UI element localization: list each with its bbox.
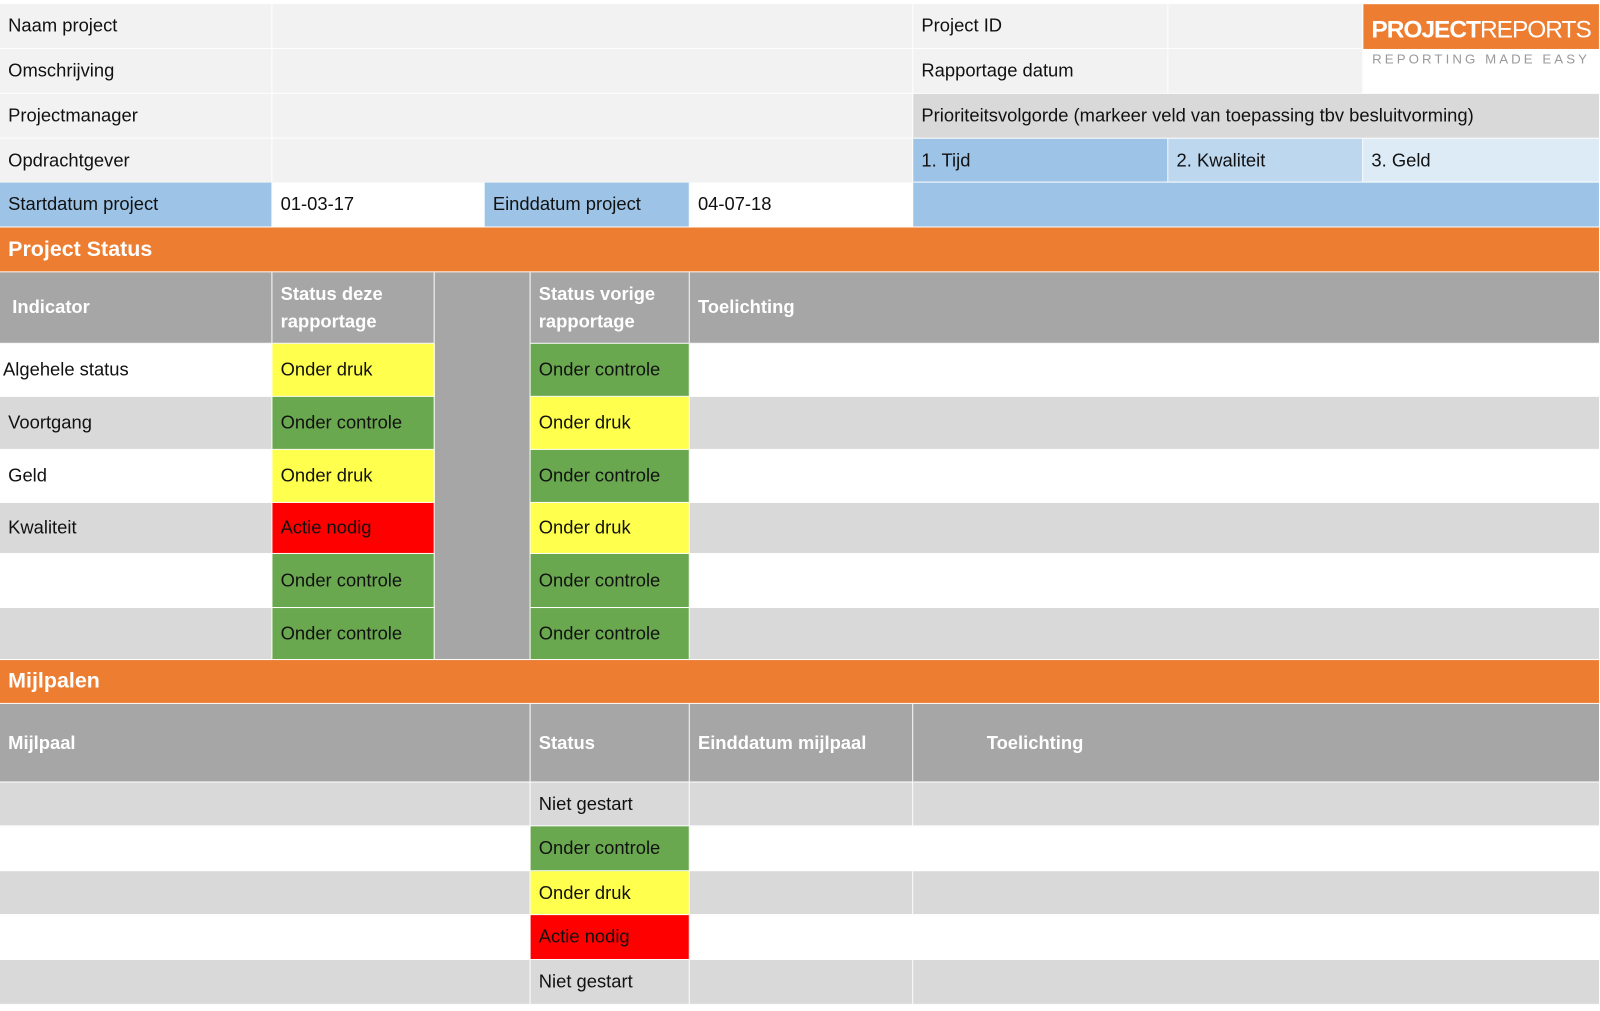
- field-label: Project ID: [913, 4, 1169, 49]
- indicator: Algehele status: [0, 343, 273, 397]
- explanation: [689, 553, 1600, 609]
- indicator: [0, 553, 273, 609]
- status-current: Actie nodig: [272, 502, 435, 554]
- explanation: [689, 608, 1600, 661]
- priority-option: 1. Tijd: [913, 138, 1169, 183]
- explanation: [689, 449, 1600, 503]
- logo: PROJECT REPORTS REPORTING MADE EASY: [1363, 4, 1600, 94]
- logo-light: REPORTS: [1479, 16, 1592, 44]
- indicator: Voortgang: [0, 396, 273, 450]
- logo-tagline: REPORTING MADE EASY: [1372, 51, 1591, 67]
- column-header: Mijlpaal: [0, 703, 531, 783]
- column-header: Toelichting: [913, 703, 1600, 783]
- explanation: [689, 343, 1600, 397]
- start-date: 01-03-17: [272, 182, 485, 228]
- status-current: Onder controle: [272, 553, 435, 609]
- column-header: Status deze rapportage: [272, 272, 435, 344]
- field-label: Omschrijving: [0, 48, 273, 94]
- milestone-date: [689, 915, 914, 961]
- column-header: Status vorige rapportage: [530, 272, 690, 344]
- row-edge: [0, 1004, 1600, 1011]
- milestone-date: [689, 960, 914, 1005]
- milestone-explanation: [913, 915, 1600, 961]
- indicator: Geld: [0, 449, 273, 503]
- milestone: [0, 782, 531, 827]
- field-value: [1168, 4, 1364, 49]
- field-value: [272, 4, 914, 49]
- field-label: Projectmanager: [0, 93, 273, 139]
- milestone: [0, 915, 531, 961]
- field-value: [1168, 48, 1364, 94]
- logo-band: PROJECT REPORTS: [1363, 4, 1599, 49]
- milestone: [0, 826, 531, 872]
- spacer-column: [434, 272, 531, 661]
- priority-option: 3. Geld: [1363, 138, 1600, 183]
- field-value: [272, 138, 914, 184]
- milestone-status: Niet gestart: [530, 960, 690, 1005]
- milestone: [0, 960, 531, 1005]
- field-value: [272, 48, 914, 94]
- milestone-status: Onder controle: [530, 826, 690, 872]
- start-label: Startdatum project: [0, 182, 273, 228]
- field-label: Rapportage datum: [913, 48, 1169, 94]
- column-header: Einddatum mijlpaal: [689, 703, 914, 783]
- field-value: [272, 93, 914, 139]
- milestone-explanation: [913, 871, 1600, 916]
- explanation: [689, 396, 1600, 450]
- milestone-date: [689, 871, 914, 916]
- status-previous: Onder druk: [530, 502, 690, 554]
- indicator: Kwaliteit: [0, 502, 273, 554]
- milestone-explanation: [913, 826, 1600, 872]
- section-title: Project Status: [0, 227, 1600, 273]
- status-previous: Onder controle: [530, 608, 690, 661]
- field-label: Naam project: [0, 4, 273, 49]
- column-header: Indicator: [0, 272, 273, 344]
- blue-band: [913, 182, 1600, 228]
- end-label: Einddatum project: [484, 182, 690, 228]
- logo-bold: PROJECT: [1371, 16, 1481, 44]
- milestone-date: [689, 826, 914, 872]
- status-current: Onder druk: [272, 343, 435, 397]
- status-previous: Onder controle: [530, 449, 690, 503]
- milestone-status: Onder druk: [530, 871, 690, 916]
- end-date: 04-07-18: [689, 182, 914, 228]
- status-current: Onder controle: [272, 396, 435, 450]
- status-current: Onder controle: [272, 608, 435, 661]
- milestone-explanation: [913, 960, 1600, 1005]
- explanation: [689, 502, 1600, 554]
- milestone-status: Niet gestart: [530, 782, 690, 827]
- priority-title: Prioriteitsvolgorde (markeer veld van to…: [913, 93, 1600, 139]
- status-previous: Onder controle: [530, 553, 690, 609]
- milestone: [0, 871, 531, 916]
- status-previous: Onder controle: [530, 343, 690, 397]
- milestone-date: [689, 782, 914, 827]
- indicator: [0, 608, 273, 661]
- column-header: Status: [530, 703, 690, 783]
- milestone-explanation: [913, 782, 1600, 827]
- field-label: Opdrachtgever: [0, 138, 273, 184]
- section-title: Mijlpalen: [0, 660, 1600, 704]
- column-header: Toelichting: [689, 272, 1600, 344]
- priority-option: 2. Kwaliteit: [1168, 138, 1364, 183]
- status-current: Onder druk: [272, 449, 435, 503]
- milestone-status: Actie nodig: [530, 915, 690, 961]
- status-previous: Onder druk: [530, 396, 690, 450]
